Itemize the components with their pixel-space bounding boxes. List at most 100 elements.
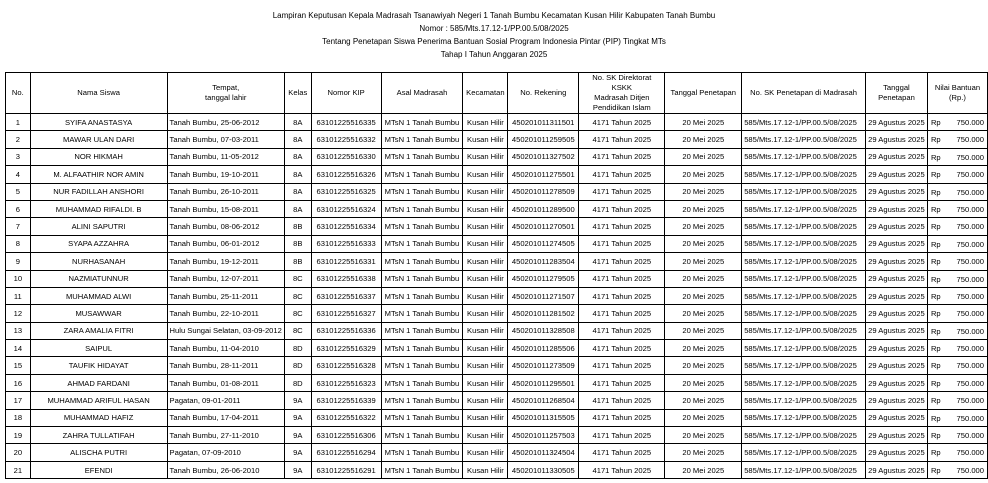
table-row: 17 MUHAMMAD ARIFUL HASAN Pagatan, 09-01-20… xyxy=(5,391,988,410)
table-cell: 13 xyxy=(5,321,31,341)
table-cell: M. ALFAATHIR NOR AMIN xyxy=(29,165,168,184)
header-line: Nomor : 585/Mts.17.12-1/PP.00.5/08/2025 xyxy=(419,24,569,33)
table-cell: 585/Mts.17.12-1/PP.00.5/08/2025 xyxy=(741,182,866,201)
table-cell: Kusan Hilir xyxy=(462,199,509,219)
column-header: No. SK Direktorat KSKK Madrasah Ditjen P… xyxy=(578,72,666,114)
table-cell: Tanah Bumbu, 22-10-2011 xyxy=(166,304,285,323)
table-cell: 29 Agustus 2025 xyxy=(864,217,928,236)
table-cell: 63101225516335 xyxy=(310,112,382,132)
money-cell: Rp 750.000 xyxy=(926,426,988,445)
table-cell: 29 Agustus 2025 xyxy=(864,234,928,254)
table-cell: 1 xyxy=(5,112,31,132)
table-cell: 20 Mei 2025 xyxy=(664,356,743,375)
table-cell: Kusan Hilir xyxy=(462,286,509,306)
table-cell: Kusan Hilir xyxy=(462,391,509,410)
recipient-table: No. Nama Siswa Tempat, tanggal lahir Kelas N… xyxy=(5,72,988,480)
table-cell: 20 Mei 2025 xyxy=(664,217,743,236)
table-cell: 585/Mts.17.12-1/PP.00.5/08/2025 xyxy=(741,460,866,480)
currency: Rp xyxy=(930,152,941,162)
money-cell: Rp 750.000 xyxy=(926,339,988,358)
money-cell: Rp 750.000 xyxy=(926,234,988,254)
table-cell: 4 xyxy=(5,165,31,184)
amount: 750.000 xyxy=(956,465,984,475)
table-row: 21 EFENDI Tanah Bumbu, 26-06-2010 9A 6310122… xyxy=(5,460,988,480)
table-cell: 19 xyxy=(5,426,31,445)
table-row: 3 NOR HIKMAH Tanah Bumbu, 11-05-2012 8A 6310… xyxy=(5,147,988,167)
table-cell: MTsN 1 Tanah Bumbu xyxy=(380,321,464,341)
money-cell: Rp 750.000 xyxy=(926,130,988,149)
table-cell: Tanah Bumbu, 08-06-2012 xyxy=(166,217,285,236)
table-cell: 450201011330505 xyxy=(507,460,580,480)
table-cell: 9A xyxy=(283,460,312,480)
money-cell: Rp 750.000 xyxy=(926,217,988,236)
amount: 750.000 xyxy=(956,413,984,423)
table-cell: 585/Mts.17.12-1/PP.00.5/08/2025 xyxy=(741,217,866,236)
table-cell: 450201011328508 xyxy=(507,321,580,341)
table-cell: 4171 Tahun 2025 xyxy=(578,112,666,132)
table-cell: 20 Mei 2025 xyxy=(664,286,743,306)
table-cell: 450201011278509 xyxy=(507,182,580,201)
table-row: 18 MUHAMMAD HAFIZ Tanah Bumbu, 17-04-2011 9… xyxy=(5,408,988,428)
table-cell: 450201011271507 xyxy=(507,286,580,306)
table-cell: 4171 Tahun 2025 xyxy=(578,443,666,462)
money-cell: Rp 750.000 xyxy=(926,182,988,201)
table-cell: Tanah Bumbu, 26-10-2011 xyxy=(166,182,285,201)
table-cell: 585/Mts.17.12-1/PP.00.5/08/2025 xyxy=(741,269,866,288)
table-cell: 8C xyxy=(283,269,312,288)
table-cell: 4171 Tahun 2025 xyxy=(578,165,666,184)
table-cell: ZAHRA TULLATIFAH xyxy=(29,426,168,445)
table-cell: 8D xyxy=(283,356,312,375)
table-cell: 10 xyxy=(5,269,31,288)
money-cell: Rp 750.000 xyxy=(926,356,988,375)
currency: Rp xyxy=(930,448,941,458)
table-cell: MTsN 1 Tanah Bumbu xyxy=(380,391,464,410)
table-cell: 4171 Tahun 2025 xyxy=(578,130,666,149)
money-cell: Rp 750.000 xyxy=(926,199,988,219)
table-cell: 29 Agustus 2025 xyxy=(864,460,928,480)
amount: 750.000 xyxy=(956,274,984,284)
table-cell: 29 Agustus 2025 xyxy=(864,304,928,323)
table-cell: Tanah Bumbu, 25-06-2012 xyxy=(166,112,285,132)
table-cell: 4171 Tahun 2025 xyxy=(578,321,666,341)
table-cell: NAZMIATUNNUR xyxy=(29,269,168,288)
table-cell: MTsN 1 Tanah Bumbu xyxy=(380,165,464,184)
money-cell: Rp 750.000 xyxy=(926,286,988,306)
table-cell: 63101225516334 xyxy=(310,217,382,236)
table-cell: 450201011295501 xyxy=(507,373,580,393)
currency: Rp xyxy=(930,465,941,475)
table-cell: 450201011273509 xyxy=(507,356,580,375)
table-row: 8 SYAPA AZZAHRA Tanah Bumbu, 06-01-2012 8B 6… xyxy=(5,234,988,254)
table-cell: 4171 Tahun 2025 xyxy=(578,408,666,428)
table-cell: 4171 Tahun 2025 xyxy=(578,286,666,306)
header-line: Tahap I Tahun Anggaran 2025 xyxy=(440,50,548,59)
table-cell: Tanah Bumbu, 19-12-2011 xyxy=(166,252,285,271)
table-cell: 585/Mts.17.12-1/PP.00.5/08/2025 xyxy=(741,165,866,184)
currency: Rp xyxy=(930,274,941,284)
table-cell: 8B xyxy=(283,252,312,271)
table-cell: 450201011268504 xyxy=(507,391,580,410)
table-cell: 63101225516339 xyxy=(310,391,382,410)
table-cell: 8A xyxy=(283,165,312,184)
table-cell: 8A xyxy=(283,112,312,132)
table-cell: 20 Mei 2025 xyxy=(664,147,743,167)
currency: Rp xyxy=(930,396,941,406)
amount: 750.000 xyxy=(956,257,984,267)
table-cell: MUHAMMAD HAFIZ xyxy=(29,408,168,428)
table-cell: Kusan Hilir xyxy=(462,252,509,271)
table-cell: MTsN 1 Tanah Bumbu xyxy=(380,130,464,149)
table-cell: 585/Mts.17.12-1/PP.00.5/08/2025 xyxy=(741,130,866,149)
table-cell: Tanah Bumbu, 06-01-2012 xyxy=(166,234,285,254)
table-cell: MTsN 1 Tanah Bumbu xyxy=(380,252,464,271)
table-cell: 29 Agustus 2025 xyxy=(864,408,928,428)
table-cell: Kusan Hilir xyxy=(462,460,509,480)
table-cell: 9A xyxy=(283,426,312,445)
table-cell: 450201011279505 xyxy=(507,269,580,288)
table-cell: 63101225516337 xyxy=(310,286,382,306)
table-cell: 63101225516327 xyxy=(310,304,382,323)
table-cell: 4171 Tahun 2025 xyxy=(578,339,666,358)
table-row: 19 ZAHRA TULLATIFAH Tanah Bumbu, 27-11-201… xyxy=(5,426,988,445)
money-cell: Rp 750.000 xyxy=(926,252,988,271)
table-cell: 8B xyxy=(283,217,312,236)
money-cell: Rp 750.000 xyxy=(926,321,988,341)
table-cell: 20 Mei 2025 xyxy=(664,199,743,219)
